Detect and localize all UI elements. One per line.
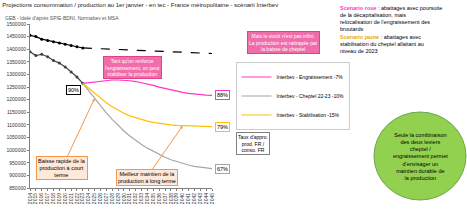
- svg-text:2044: 2044: [203, 193, 209, 204]
- svg-text:2039: 2039: [173, 193, 179, 204]
- svg-text:900000: 900000: [9, 172, 26, 178]
- svg-text:1150000: 1150000: [7, 109, 26, 115]
- svg-text:2019: 2019: [56, 193, 62, 204]
- svg-text:2031: 2031: [126, 193, 132, 204]
- svg-text:2015: 2015: [32, 193, 38, 204]
- svg-text:Baisse rapide de laproduction: Baisse rapide de laproduction à courtter…: [38, 158, 86, 178]
- svg-text:2024: 2024: [85, 193, 91, 204]
- svg-text:2029: 2029: [115, 193, 121, 204]
- svg-text:2025: 2025: [91, 193, 97, 204]
- svg-text:2026: 2026: [97, 193, 103, 204]
- svg-text:Interbev - Stabilisation -15%: Interbev - Stabilisation -15%: [277, 112, 340, 118]
- svg-text:88%: 88%: [217, 92, 228, 98]
- svg-text:1100000: 1100000: [7, 122, 26, 128]
- svg-text:1000000: 1000000: [7, 147, 27, 153]
- svg-text:2038: 2038: [168, 193, 174, 204]
- svg-text:2034: 2034: [144, 193, 150, 204]
- svg-text:Seule la combinaisondes deux l: Seule la combinaisondes deux levierschep…: [393, 132, 448, 181]
- svg-text:1400000: 1400000: [7, 46, 27, 52]
- svg-text:Meilleur maintien de laproduct: Meilleur maintien de laproduction à long…: [118, 171, 176, 184]
- svg-text:1500000: 1500000: [7, 21, 27, 27]
- svg-text:2032: 2032: [132, 193, 138, 204]
- svg-text:2027: 2027: [103, 193, 109, 204]
- svg-text:Interbev - Cheptel 22-23 -10%: Interbev - Cheptel 22-23 -10%: [277, 93, 345, 99]
- svg-text:Taux d'appro.prod. FR /conso.: Taux d'appro.prod. FR /conso. FR: [238, 134, 268, 153]
- svg-text:1350000: 1350000: [7, 59, 27, 65]
- svg-text:Projections consommation / pro: Projections consommation / production au…: [2, 2, 278, 8]
- svg-text:2037: 2037: [162, 193, 168, 204]
- svg-text:90%: 90%: [68, 87, 79, 93]
- svg-text:2040: 2040: [179, 193, 185, 204]
- svg-text:2045: 2045: [209, 193, 215, 204]
- svg-text:2033: 2033: [138, 193, 144, 204]
- svg-text:2023: 2023: [79, 193, 85, 204]
- svg-text:Tant qu'on renforcel'engraisse: Tant qu'on renforcel'engraissement, on p…: [105, 58, 160, 77]
- svg-text:2018: 2018: [50, 193, 56, 204]
- svg-text:1250000: 1250000: [7, 84, 27, 90]
- svg-text:Mais le stock n'est pas infini: Mais le stock n'est pas infini.La produc…: [249, 33, 318, 52]
- svg-text:2043: 2043: [197, 193, 203, 204]
- svg-text:2022: 2022: [74, 193, 80, 204]
- svg-text:2030: 2030: [121, 193, 127, 204]
- svg-text:79%: 79%: [217, 124, 228, 130]
- svg-text:2036: 2036: [156, 193, 162, 204]
- svg-text:1050000: 1050000: [7, 134, 27, 140]
- svg-text:1200000: 1200000: [7, 96, 27, 102]
- svg-text:2016: 2016: [38, 193, 44, 204]
- svg-text:2021: 2021: [68, 193, 74, 204]
- svg-text:2028: 2028: [109, 193, 115, 204]
- svg-text:950000: 950000: [9, 160, 26, 166]
- svg-text:Interbev - Engraissement -7%: Interbev - Engraissement -7%: [277, 74, 344, 80]
- svg-text:1300000: 1300000: [7, 71, 27, 77]
- svg-text:2042: 2042: [191, 193, 197, 204]
- svg-text:67%: 67%: [217, 166, 228, 172]
- svg-text:2020: 2020: [62, 193, 68, 204]
- svg-text:Scenario rose : abattages avec: Scenario rose : abattages avec poursuite…: [340, 5, 442, 32]
- svg-text:2035: 2035: [150, 193, 156, 204]
- svg-text:2017: 2017: [44, 193, 50, 204]
- svg-text:2041: 2041: [185, 193, 191, 204]
- svg-text:850000: 850000: [9, 185, 26, 191]
- svg-text:GEB - Idele d'après SPIE-BDNI,: GEB - Idele d'après SPIE-BDNI, Normabev …: [5, 15, 119, 21]
- svg-text:Scenario jaune : abattages ave: Scenario jaune : abattages avecstabilisa…: [340, 34, 424, 54]
- svg-text:1450000: 1450000: [7, 33, 27, 39]
- svg-text:2014: 2014: [27, 193, 33, 204]
